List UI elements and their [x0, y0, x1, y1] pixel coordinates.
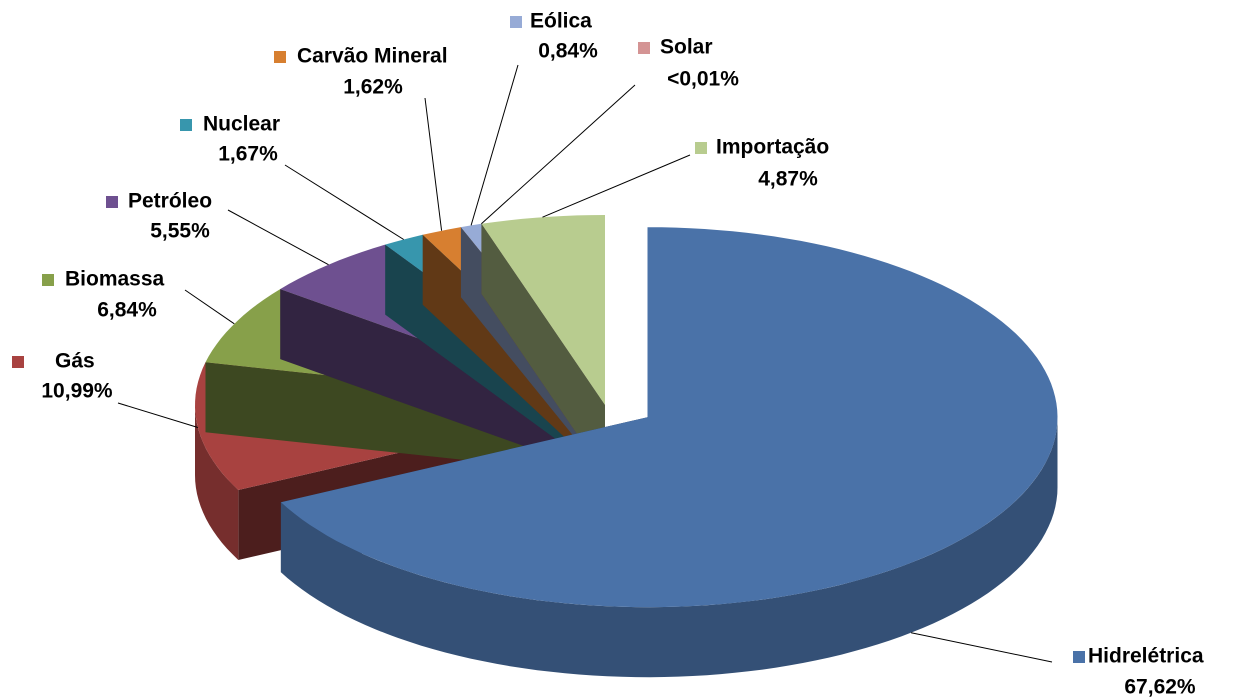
legend-swatch	[1073, 651, 1085, 663]
legend-swatch	[695, 142, 707, 154]
legend-swatch	[12, 356, 24, 368]
legend-swatch	[106, 196, 118, 208]
slice-side	[280, 417, 1058, 678]
value-label: 1,62%	[343, 76, 403, 99]
category-label: Biomassa	[65, 268, 165, 291]
leader-line	[481, 84, 636, 225]
value-label: 0,84%	[538, 40, 598, 63]
value-label: 6,84%	[97, 299, 157, 322]
leader-line	[470, 64, 519, 226]
category-label: Importação	[716, 136, 829, 159]
category-label: Hidrelétrica	[1088, 645, 1204, 668]
slice-side	[195, 405, 239, 560]
category-label: Eólica	[530, 10, 592, 33]
slice	[280, 227, 1058, 608]
leader-line	[284, 164, 404, 240]
legend-swatch	[42, 274, 54, 286]
leader-line	[184, 289, 235, 325]
slice-side	[280, 289, 605, 475]
value-label: 67,62%	[1124, 676, 1196, 698]
slice-side	[205, 362, 605, 475]
value-label: 5,55%	[150, 220, 210, 243]
value-label: 4,87%	[758, 168, 818, 191]
value-label: <0,01%	[667, 68, 739, 91]
category-label: Petróleo	[128, 190, 212, 213]
leader-line	[424, 97, 443, 231]
leader-line	[542, 154, 691, 218]
legend-swatch	[274, 51, 286, 63]
category-label: Gás	[55, 350, 95, 373]
legend-swatch	[510, 16, 522, 28]
category-label: Carvão Mineral	[297, 45, 448, 68]
slice	[481, 215, 605, 405]
category-label: Solar	[660, 36, 713, 59]
category-label: Nuclear	[203, 113, 280, 136]
leader-line	[117, 402, 199, 428]
leader-line	[910, 632, 1053, 663]
value-label: 1,67%	[218, 143, 278, 166]
leader-line	[227, 209, 329, 266]
legend-swatch	[180, 119, 192, 131]
legend-swatch	[638, 42, 650, 54]
slice-side	[481, 223, 605, 475]
value-label: 10,99%	[41, 380, 113, 403]
